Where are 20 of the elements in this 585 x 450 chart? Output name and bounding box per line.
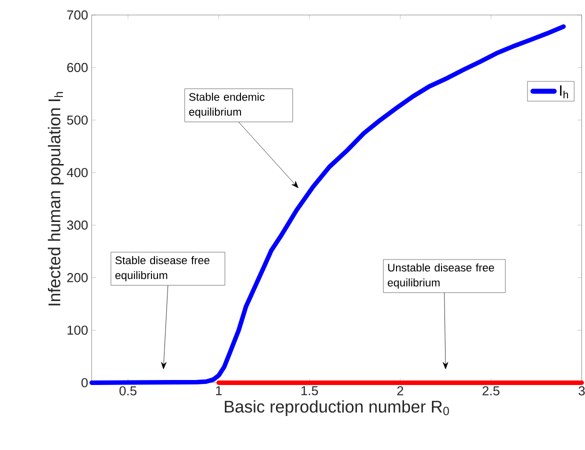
- x-tick-label: 2.5: [482, 386, 500, 396]
- x-tick-label: 1.5: [301, 386, 318, 396]
- x-tick-label: 3: [578, 386, 585, 396]
- x-axis-title: Basic reproduction number R$_{0}$: [224, 400, 449, 416]
- x-tick-label: 1: [216, 386, 222, 396]
- annotation: Stable disease free equilibrium: [115, 256, 210, 282]
- y-tick-label: 100: [68, 326, 88, 335]
- y-tick-label: 700: [67, 10, 88, 20]
- annotation: Unstable disease free equilibrium: [388, 263, 494, 289]
- y-tick-label: 200: [67, 273, 88, 282]
- x-tick-label: 2: [397, 386, 404, 396]
- annotation: Stable endemic equilibrium: [189, 92, 265, 118]
- y-tick-label: 400: [66, 168, 88, 178]
- y-tick-label: 0: [81, 378, 88, 388]
- x-tick-label: 0.5: [119, 386, 136, 396]
- y-tick-label: 300: [67, 220, 88, 230]
- y-tick-label: 600: [67, 62, 88, 72]
- y-tick-label: 500: [67, 115, 88, 125]
- legend-label: I$_{h}$: [560, 85, 568, 98]
- y-axis-title: Infected human population I$_{h}$: [48, 92, 64, 306]
